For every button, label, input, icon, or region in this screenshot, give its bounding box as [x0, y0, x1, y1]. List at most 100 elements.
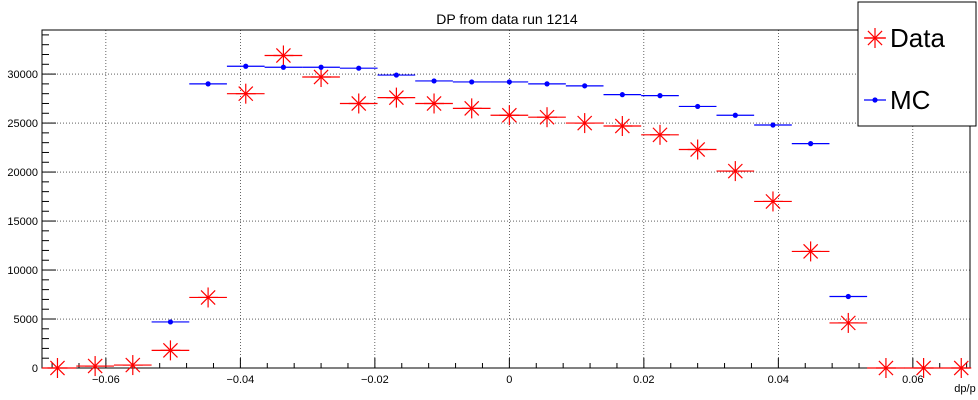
mc-point-dot: [845, 293, 851, 300]
mc-point-dot: [582, 83, 588, 89]
legend-marker-dot: [872, 97, 878, 103]
x-tick-label: 0.04: [768, 374, 789, 386]
star-stroke: [162, 342, 178, 358]
y-tick-label: 5000: [14, 314, 38, 326]
data-point-star: [612, 116, 633, 137]
star-stroke: [916, 360, 932, 376]
data-point-star: [122, 355, 143, 376]
data-point-star: [913, 358, 934, 378]
x-tick-label: 0.06: [902, 374, 923, 386]
data-point-star: [725, 161, 746, 182]
data-point-star: [838, 312, 859, 333]
star-stroke: [275, 47, 291, 63]
legend-label: Data: [890, 23, 945, 53]
star-stroke: [867, 30, 883, 46]
mc-point-dot: [167, 319, 174, 325]
data-point-star: [800, 241, 821, 262]
data-point-star: [875, 358, 896, 378]
data-point-star: [47, 358, 68, 378]
x-tick-label: −0.02: [361, 374, 389, 386]
x-tick-label: 0: [506, 374, 512, 386]
star-stroke: [464, 100, 480, 116]
star-stroke: [539, 109, 555, 125]
series-layer: [42, 45, 972, 378]
series-mc: [151, 63, 868, 325]
mc-point-dot: [506, 79, 512, 85]
mc-point-dot: [619, 92, 625, 98]
star-stroke: [878, 360, 894, 376]
data-point-star: [160, 340, 181, 361]
star-stroke: [313, 69, 329, 85]
data-point-star: [762, 191, 783, 212]
data-point-star: [85, 356, 106, 377]
data-point-star: [348, 93, 369, 114]
mc-point-dot: [393, 72, 399, 78]
data-point-star: [311, 67, 332, 88]
star-stroke: [690, 142, 706, 158]
mc-point-dot: [770, 122, 776, 128]
star-stroke: [840, 315, 856, 331]
data-point-star: [198, 287, 219, 308]
mc-point-dot: [280, 64, 287, 70]
star-stroke: [351, 95, 367, 111]
mc-point-dot: [808, 141, 814, 147]
x-tick-label: −0.06: [92, 374, 120, 386]
star-stroke: [953, 360, 969, 376]
data-point-star: [235, 83, 256, 104]
x-axis-label: dp/p: [954, 383, 975, 395]
star-stroke: [238, 86, 254, 102]
data-point-star: [386, 87, 407, 108]
x-tick-label: 0.02: [633, 374, 654, 386]
legend-marker-star: [865, 28, 885, 48]
star-stroke: [49, 360, 65, 376]
mc-point-dot: [205, 81, 211, 87]
star-stroke: [125, 357, 141, 373]
x-tick-label: −0.04: [226, 374, 254, 386]
star-stroke: [426, 95, 442, 111]
y-tick-label: 25000: [7, 118, 38, 130]
legend: Data MC: [857, 1, 977, 127]
star-stroke: [388, 90, 404, 106]
mc-point-dot: [243, 63, 249, 69]
y-tick-label: 20000: [7, 167, 38, 179]
grid: [42, 30, 970, 369]
star-stroke: [87, 358, 103, 374]
y-tick-label: 15000: [7, 216, 38, 228]
data-point-star: [687, 139, 708, 160]
data-point-star: [574, 113, 595, 134]
star-stroke: [577, 115, 593, 131]
star-stroke: [200, 289, 216, 305]
star-stroke: [765, 193, 781, 209]
plot-frame: [41, 29, 971, 369]
mc-point-dot: [318, 64, 324, 70]
mc-point-dot: [431, 78, 437, 84]
axes: −0.06 −0.04 −0.02 0 0.02 0.04 0.06 0 5000 10000 15…: [7, 34, 968, 386]
mc-point-dot: [356, 65, 362, 71]
y-tick-label: 30000: [7, 69, 38, 81]
y-tick-label: 10000: [7, 265, 38, 277]
mc-point-dot: [657, 93, 663, 99]
mc-point-dot: [695, 103, 701, 110]
data-point-star: [424, 93, 445, 114]
legend-entry-mc: MC: [864, 85, 930, 115]
mc-point-dot: [544, 81, 550, 87]
data-point-star: [537, 107, 558, 128]
legend-box: [857, 1, 977, 127]
data-point-star: [499, 105, 520, 126]
legend-items: Data MC: [864, 23, 945, 115]
legend-entry-data: Data: [864, 23, 945, 53]
data-point-star: [951, 358, 972, 378]
mc-point-dot: [469, 79, 475, 85]
star-stroke: [803, 243, 819, 259]
star-stroke: [614, 118, 630, 134]
mc-point-dot: [732, 112, 738, 118]
star-stroke: [727, 163, 743, 179]
star-stroke: [652, 127, 668, 143]
series-data: [42, 45, 972, 378]
chart-title: DP from data run 1214: [436, 11, 578, 27]
star-stroke: [501, 107, 517, 123]
legend-label: MC: [890, 85, 930, 115]
data-point-star: [649, 124, 670, 145]
y-tick-label: 0: [32, 363, 38, 375]
